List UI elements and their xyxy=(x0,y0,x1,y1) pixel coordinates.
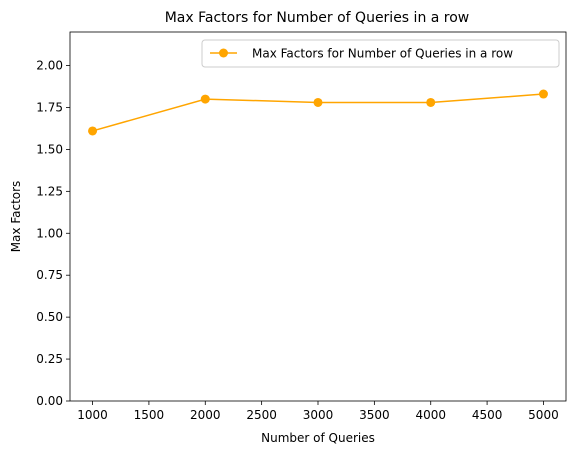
plot-frame xyxy=(69,31,567,402)
chart-title: Max Factors for Number of Queries in a r… xyxy=(165,10,470,26)
data-point xyxy=(313,97,323,107)
data-point xyxy=(88,126,98,136)
y-tick-label: 1.25 xyxy=(36,184,63,198)
y-tick-label: 0.75 xyxy=(36,268,63,282)
x-tick-label: 3000 xyxy=(303,408,334,422)
series-points xyxy=(88,89,548,136)
x-tick-label: 2000 xyxy=(190,408,221,422)
y-tick-label: 1.75 xyxy=(36,100,63,114)
x-tick-label: 3500 xyxy=(359,408,390,422)
x-tick-label: 5000 xyxy=(528,408,559,422)
data-point xyxy=(200,94,210,104)
x-tick-label: 4000 xyxy=(415,408,446,422)
x-tick-label: 4500 xyxy=(472,408,503,422)
y-tick-label: 0.50 xyxy=(36,310,63,324)
x-axis-ticks: 1000 1500 2000 2500 3000 3500 4000 4500 5000 xyxy=(77,401,559,422)
x-axis-label: Number of Queries xyxy=(261,431,375,445)
y-tick-label: 1.00 xyxy=(36,226,63,240)
y-tick-label: 2.00 xyxy=(36,59,63,73)
y-axis-label: Max Factors xyxy=(9,181,23,253)
y-axis-ticks: 0.00 0.25 0.50 0.75 1.00 1.25 1.50 1.75 2.00 xyxy=(36,59,70,408)
legend-label: Max Factors for Number of Queries in a r… xyxy=(252,47,513,61)
x-tick-label: 1500 xyxy=(134,408,165,422)
data-point xyxy=(538,89,548,99)
y-tick-label: 0.00 xyxy=(36,394,63,408)
data-point xyxy=(426,97,436,107)
x-tick-label: 2500 xyxy=(246,408,277,422)
x-tick-label: 1000 xyxy=(77,408,108,422)
legend-marker xyxy=(219,48,228,58)
plot-area xyxy=(88,89,548,136)
y-tick-label: 0.25 xyxy=(36,352,63,366)
legend-box xyxy=(201,39,560,68)
legend: Max Factors for Number of Queries in a r… xyxy=(201,39,560,68)
y-tick-label: 1.50 xyxy=(36,142,63,156)
